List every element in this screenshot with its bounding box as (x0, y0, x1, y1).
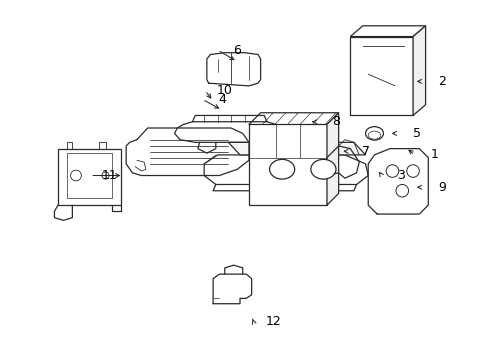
Text: 4: 4 (218, 93, 225, 106)
Ellipse shape (386, 165, 398, 177)
Text: 5: 5 (412, 127, 420, 140)
Polygon shape (248, 125, 326, 205)
Polygon shape (349, 26, 425, 37)
Polygon shape (228, 142, 365, 155)
Ellipse shape (269, 159, 294, 179)
Text: 3: 3 (397, 169, 405, 182)
Polygon shape (349, 37, 412, 116)
Ellipse shape (70, 170, 81, 181)
Text: 2: 2 (437, 75, 445, 88)
Polygon shape (67, 153, 112, 198)
Ellipse shape (395, 184, 408, 197)
Text: 11: 11 (102, 169, 118, 182)
Ellipse shape (310, 159, 335, 179)
Text: 8: 8 (331, 115, 339, 128)
Text: 12: 12 (265, 315, 281, 328)
Ellipse shape (406, 165, 419, 177)
Text: 6: 6 (233, 44, 241, 57)
Ellipse shape (102, 172, 109, 179)
Polygon shape (326, 113, 338, 205)
Ellipse shape (367, 131, 380, 139)
Ellipse shape (365, 127, 383, 140)
Text: 9: 9 (437, 181, 445, 194)
Text: 7: 7 (361, 145, 369, 158)
Polygon shape (412, 26, 425, 116)
Text: 10: 10 (216, 84, 232, 97)
Text: 1: 1 (430, 148, 438, 161)
Polygon shape (58, 149, 121, 205)
